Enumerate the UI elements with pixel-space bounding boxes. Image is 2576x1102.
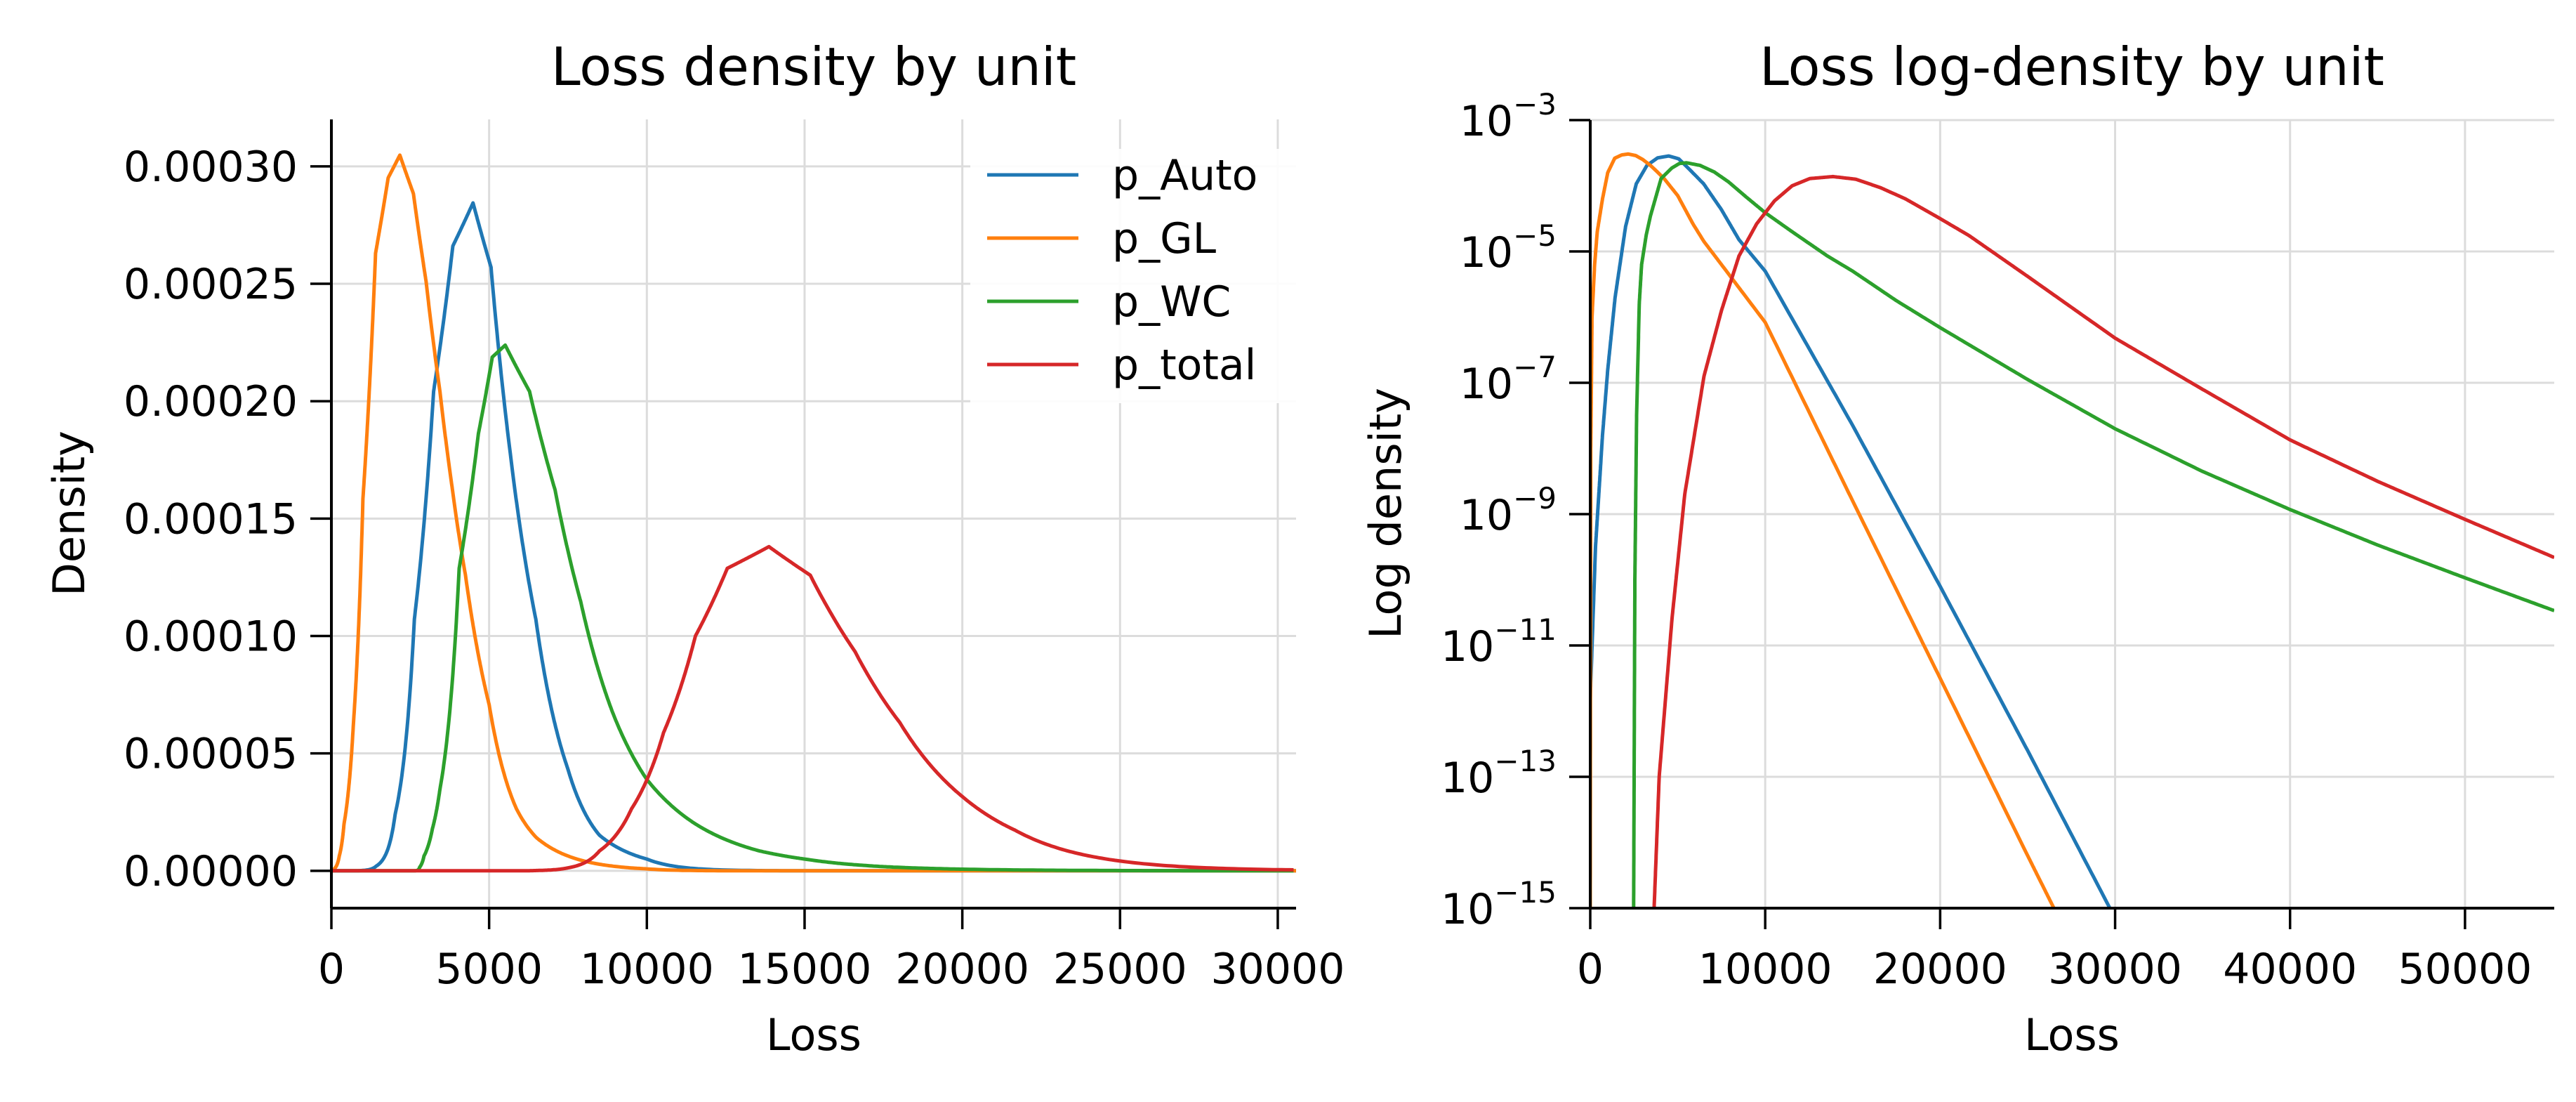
legend-background <box>970 149 1296 403</box>
x-axis-label: Loss <box>766 1009 861 1061</box>
x-tick-label: 25000 <box>1053 945 1187 994</box>
legend-label: p_GL <box>1112 214 1217 263</box>
y-tick-label: 10−5 <box>1460 218 1557 277</box>
x-tick-label: 20000 <box>895 945 1029 994</box>
series-line-p-gl <box>331 153 1296 873</box>
legend-item: p_GL <box>987 214 1217 263</box>
y-axis-label: Density <box>44 431 95 596</box>
x-tick-label: 20000 <box>1873 945 2007 994</box>
y-tick-base: 10 <box>1441 622 1494 671</box>
series-line-p-total <box>1652 174 2554 908</box>
y-tick-label: 10−13 <box>1441 744 1557 803</box>
y-tick-base: 10 <box>1441 885 1494 934</box>
series-line-p-gl <box>1590 152 2056 908</box>
x-tick-label: 30000 <box>2048 945 2182 994</box>
chart-title: Loss density by unit <box>551 36 1076 98</box>
y-tick-label: 10−15 <box>1441 875 1557 934</box>
x-tick-label: 0 <box>318 945 345 994</box>
y-tick-exponent: −5 <box>1513 218 1557 253</box>
plot-area <box>331 153 1296 873</box>
legend-item: p_WC <box>987 277 1231 327</box>
y-tick-exponent: −15 <box>1494 875 1557 910</box>
y-tick-label: 10−7 <box>1460 350 1557 409</box>
y-tick-base: 10 <box>1460 491 1513 540</box>
y-tick-exponent: −3 <box>1513 87 1557 122</box>
y-tick-base: 10 <box>1441 754 1494 803</box>
y-tick-label: 0.00005 <box>124 730 298 779</box>
x-tick-label: 15000 <box>738 945 872 994</box>
series-line-p-wc <box>1632 161 2554 908</box>
series-line-p-total <box>331 544 1294 873</box>
legend-label: p_total <box>1112 341 1256 390</box>
x-tick-label: 0 <box>1577 945 1604 994</box>
axes: 0 5000 10000 15000 20000 25000 30000 0.00000 0.0… <box>124 119 1345 994</box>
legend-label: p_WC <box>1112 277 1231 327</box>
y-tick-label: 0.00000 <box>124 847 298 896</box>
y-tick-exponent: −9 <box>1513 481 1557 516</box>
y-tick-base: 10 <box>1460 360 1513 409</box>
density-chart: Loss density by unit Loss Density 0 5000 1… <box>44 36 1345 1061</box>
plot-area <box>1590 152 2554 908</box>
y-tick-label: 10−11 <box>1441 612 1557 671</box>
y-tick-exponent: −11 <box>1494 612 1557 647</box>
x-tick-label: 50000 <box>2398 945 2532 994</box>
legend-item: p_total <box>987 341 1256 390</box>
log-density-chart: Loss log-density by unit Loss Log densit… <box>1360 36 2554 1061</box>
y-tick-exponent: −13 <box>1494 744 1557 778</box>
x-tick-label: 5000 <box>435 945 543 994</box>
series-line-p-wc <box>331 343 1294 873</box>
x-tick-label: 40000 <box>2223 945 2357 994</box>
y-tick-label: 0.00020 <box>124 377 298 426</box>
y-axis-label: Log density <box>1360 388 1411 639</box>
x-tick-label: 10000 <box>1698 945 1832 994</box>
x-tick-label: 10000 <box>580 945 714 994</box>
chart-title: Loss log-density by unit <box>1759 36 2384 98</box>
y-tick-label: 0.00030 <box>124 143 298 192</box>
y-tick-label: 0.00010 <box>124 612 298 662</box>
x-tick-label: 30000 <box>1211 945 1345 994</box>
legend: p_Auto p_GL p_WC p_total <box>970 149 1296 403</box>
y-tick-base: 10 <box>1460 97 1513 146</box>
y-tick-label: 0.00025 <box>124 260 298 309</box>
y-tick-base: 10 <box>1460 228 1513 277</box>
y-tick-label: 10−3 <box>1460 87 1557 146</box>
y-tick-label: 10−9 <box>1460 481 1557 540</box>
legend-item: p_Auto <box>987 151 1257 200</box>
x-axis-label: Loss <box>2024 1009 2120 1061</box>
y-tick-exponent: −7 <box>1513 350 1557 384</box>
grid <box>1589 119 2554 910</box>
series-line-p-auto <box>1590 154 2112 908</box>
axes: 0 10000 20000 30000 40000 5000010−310−510−710… <box>1441 87 2554 994</box>
legend-label: p_Auto <box>1112 151 1257 200</box>
y-tick-label: 0.00015 <box>124 494 298 544</box>
